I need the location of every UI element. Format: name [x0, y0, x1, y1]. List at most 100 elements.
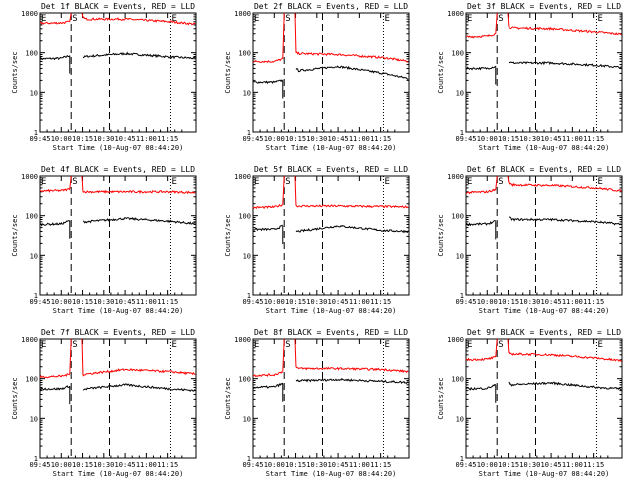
y-tick-label: 1 [34, 455, 38, 463]
series-lld-fall [294, 12, 297, 53]
x-tick-label: 10:00 [51, 135, 72, 143]
series-lld-fall [507, 175, 510, 183]
x-tick-label: 11:00 [349, 298, 370, 306]
x-tick-label: 10:45 [328, 298, 349, 306]
x-tick-label: 10:15 [72, 298, 93, 306]
x-tick-label: 10:45 [115, 461, 136, 469]
series-events-post-gap [508, 61, 622, 70]
y-tick-label: 1 [247, 455, 251, 463]
x-tick-label: 11:15 [370, 298, 391, 306]
series-lld-post-gap [295, 51, 409, 63]
x-tick-label: 11:15 [370, 135, 391, 143]
y-axis-label: Counts/sec [11, 51, 19, 93]
x-tick-label: 10:00 [477, 461, 498, 469]
x-tick-label: 11:15 [157, 298, 178, 306]
event-marker-e: E [384, 14, 389, 24]
y-tick-label: 1000 [447, 173, 464, 181]
y-axis-label: Counts/sec [437, 214, 445, 256]
y-tick-label: 100 [451, 213, 464, 221]
x-tick-label: 09:45 [242, 298, 263, 306]
y-axis-label: Counts/sec [224, 214, 232, 256]
x-tick-label: 10:00 [51, 298, 72, 306]
y-tick-label: 10 [456, 89, 464, 97]
event-marker-e: E [171, 340, 176, 350]
series-lld-post-gap [82, 189, 196, 195]
x-tick-label: 10:15 [498, 135, 519, 143]
series-lld-pre-gap [39, 373, 71, 379]
x-tick-label: 11:15 [583, 461, 604, 469]
x-tick-label: 11:15 [157, 135, 178, 143]
series-events-pre-gap [39, 220, 71, 227]
x-tick-label: 10:30 [306, 135, 327, 143]
y-tick-label: 100 [25, 376, 38, 384]
panel-det-8: Det 8f BLACK = Events, RED = LLD 1 10 100 10… [224, 328, 410, 478]
series-lld-fall [507, 12, 510, 27]
y-tick-label: 1000 [234, 173, 251, 181]
x-tick-label: 10:30 [306, 298, 327, 306]
x-tick-label: 10:45 [328, 135, 349, 143]
y-tick-label: 1000 [447, 10, 464, 18]
y-tick-label: 10 [456, 415, 464, 423]
x-tick-label: 11:15 [370, 461, 391, 469]
x-tick-label: 10:45 [115, 298, 136, 306]
x-tick-label: 11:00 [349, 135, 370, 143]
y-tick-label: 100 [451, 50, 464, 58]
x-axis-label: Start Time (10-Aug-07 08:44:20) [266, 144, 397, 152]
x-axis-label: Start Time (10-Aug-07 08:44:20) [53, 144, 184, 152]
series-lld-rise [495, 175, 498, 190]
series-events-pre-gap [252, 382, 284, 390]
series-lld-fall [294, 175, 297, 206]
panel-det-3: Det 3f BLACK = Events, RED = LLD 1 10 100 10… [437, 2, 623, 152]
series-events-pre-gap [465, 383, 496, 391]
x-tick-label: 10:45 [115, 135, 136, 143]
y-tick-label: 1 [247, 129, 251, 137]
x-tick-label: 10:00 [477, 135, 498, 143]
y-tick-label: 10 [243, 89, 251, 97]
y-tick-label: 1000 [234, 10, 251, 18]
x-tick-label: 09:45 [455, 298, 476, 306]
x-tick-label: 10:45 [541, 135, 562, 143]
series-lld-post-gap [82, 368, 196, 377]
panel-det-6: Det 6f BLACK = Events, RED = LLD 1 10 100 10… [437, 165, 623, 315]
series-lld-fall [294, 338, 297, 368]
series-lld-rise [282, 12, 285, 59]
x-axis-label: Start Time (10-Aug-07 08:44:20) [479, 307, 610, 315]
panel-title: Det 1f BLACK = Events, RED = LLD [41, 2, 195, 11]
series-lld-pre-gap [465, 188, 497, 195]
x-axis-label: Start Time (10-Aug-07 08:44:20) [53, 307, 184, 315]
panel-title: Det 7f BLACK = Events, RED = LLD [41, 328, 195, 337]
x-tick-label: 09:45 [242, 461, 263, 469]
x-tick-label: 10:00 [264, 298, 285, 306]
series-lld-fall [507, 338, 510, 353]
series-lld-rise [69, 338, 72, 375]
x-tick-label: 10:30 [519, 461, 540, 469]
series-lld-fall [81, 338, 84, 376]
event-marker-s: S [285, 340, 290, 350]
series-events-post-gap [82, 383, 196, 392]
series-events-post-gap [295, 224, 409, 234]
plot-frame [39, 175, 197, 296]
series-lld-pre-gap [39, 20, 71, 25]
y-tick-label: 1 [34, 129, 38, 137]
y-tick-label: 10 [243, 415, 251, 423]
x-tick-label: 09:45 [29, 298, 50, 306]
series-lld-pre-gap [252, 203, 283, 210]
series-lld-pre-gap [465, 355, 497, 362]
plot-frame [252, 12, 410, 133]
y-tick-label: 1 [460, 455, 464, 463]
event-marker-e: E [171, 177, 176, 187]
event-marker-e: E [597, 177, 602, 187]
series-lld-pre-gap [39, 188, 71, 193]
event-marker-e: E [467, 14, 472, 24]
x-tick-label: 10:00 [51, 461, 72, 469]
series-lld-post-gap [82, 16, 196, 26]
y-axis-label: Counts/sec [437, 51, 445, 93]
x-tick-label: 11:00 [136, 135, 157, 143]
series-lld-rise [282, 338, 285, 372]
y-tick-label: 1000 [447, 336, 464, 344]
series-events-pre-gap [39, 54, 71, 61]
series-events-pre-gap [39, 385, 71, 391]
plot-frame [252, 338, 410, 459]
series-events-post-gap [82, 217, 196, 225]
